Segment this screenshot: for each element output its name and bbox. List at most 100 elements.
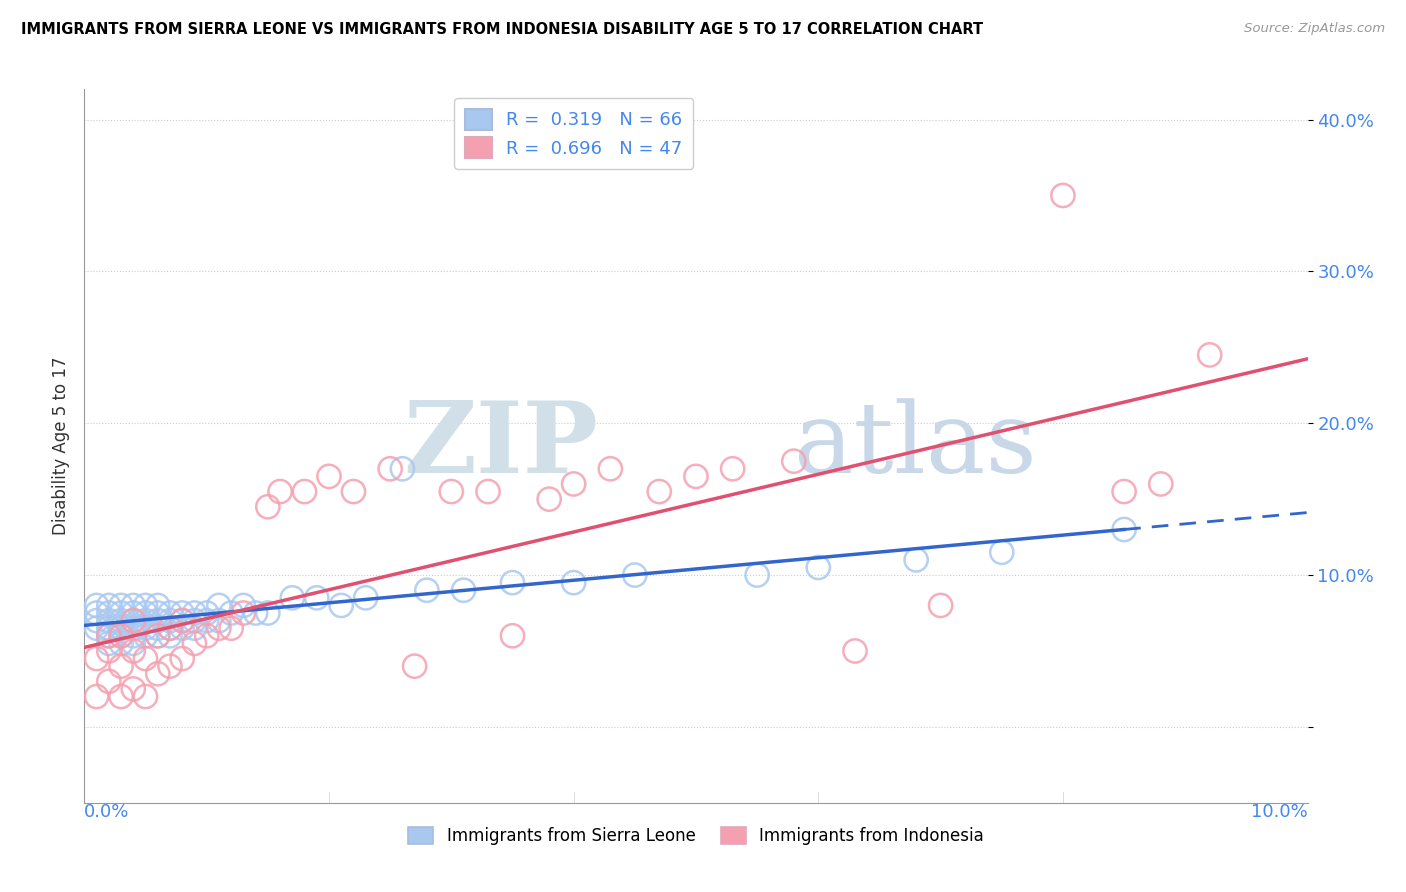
- Point: [86, 606, 108, 620]
- Point: [257, 500, 280, 514]
- Point: [97, 629, 120, 643]
- Point: [86, 614, 108, 628]
- Point: [172, 621, 194, 635]
- Point: [783, 454, 806, 468]
- Point: [648, 484, 671, 499]
- Point: [86, 621, 108, 635]
- Point: [110, 621, 132, 635]
- Point: [146, 629, 169, 643]
- Point: [122, 599, 145, 613]
- Point: [146, 621, 169, 635]
- Text: ZIP: ZIP: [404, 398, 598, 494]
- Point: [135, 614, 157, 628]
- Point: [269, 484, 291, 499]
- Point: [502, 629, 524, 643]
- Point: [599, 462, 621, 476]
- Text: 10.0%: 10.0%: [1251, 803, 1308, 821]
- Point: [391, 462, 413, 476]
- Point: [97, 621, 120, 635]
- Point: [146, 606, 169, 620]
- Point: [110, 659, 132, 673]
- Point: [294, 484, 316, 499]
- Point: [159, 621, 181, 635]
- Point: [97, 674, 120, 689]
- Point: [991, 545, 1014, 559]
- Point: [232, 606, 254, 620]
- Legend: Immigrants from Sierra Leone, Immigrants from Indonesia: Immigrants from Sierra Leone, Immigrants…: [402, 820, 990, 852]
- Point: [453, 583, 475, 598]
- Point: [245, 606, 267, 620]
- Point: [195, 629, 218, 643]
- Point: [86, 651, 108, 665]
- Point: [110, 614, 132, 628]
- Point: [135, 621, 157, 635]
- Point: [380, 462, 402, 476]
- Point: [1114, 523, 1136, 537]
- Point: [135, 629, 157, 643]
- Point: [624, 568, 647, 582]
- Point: [562, 477, 585, 491]
- Point: [135, 606, 157, 620]
- Point: [183, 636, 205, 650]
- Point: [208, 614, 231, 628]
- Point: [208, 599, 231, 613]
- Point: [122, 681, 145, 696]
- Point: [159, 606, 181, 620]
- Point: [183, 606, 205, 620]
- Point: [183, 614, 205, 628]
- Point: [354, 591, 377, 605]
- Text: 0.0%: 0.0%: [84, 803, 129, 821]
- Point: [1150, 477, 1173, 491]
- Text: Source: ZipAtlas.com: Source: ZipAtlas.com: [1244, 22, 1385, 36]
- Point: [807, 560, 830, 574]
- Point: [97, 614, 120, 628]
- Point: [159, 659, 181, 673]
- Point: [440, 484, 463, 499]
- Point: [172, 606, 194, 620]
- Point: [146, 629, 169, 643]
- Point: [159, 614, 181, 628]
- Point: [146, 599, 169, 613]
- Point: [538, 492, 561, 507]
- Point: [110, 629, 132, 643]
- Point: [232, 599, 254, 613]
- Point: [172, 614, 194, 628]
- Point: [844, 644, 866, 658]
- Point: [404, 659, 426, 673]
- Point: [562, 575, 585, 590]
- Point: [110, 629, 132, 643]
- Text: atlas: atlas: [794, 398, 1036, 494]
- Point: [159, 621, 181, 635]
- Point: [110, 621, 132, 635]
- Point: [195, 614, 218, 628]
- Point: [1052, 188, 1074, 202]
- Point: [747, 568, 769, 582]
- Point: [318, 469, 340, 483]
- Point: [122, 644, 145, 658]
- Point: [122, 614, 145, 628]
- Point: [183, 621, 205, 635]
- Point: [330, 599, 353, 613]
- Point: [122, 614, 145, 628]
- Point: [97, 644, 120, 658]
- Point: [146, 666, 169, 681]
- Text: IMMIGRANTS FROM SIERRA LEONE VS IMMIGRANTS FROM INDONESIA DISABILITY AGE 5 TO 17: IMMIGRANTS FROM SIERRA LEONE VS IMMIGRAN…: [21, 22, 983, 37]
- Point: [135, 599, 157, 613]
- Point: [905, 553, 928, 567]
- Point: [721, 462, 744, 476]
- Point: [281, 591, 304, 605]
- Point: [86, 690, 108, 704]
- Point: [1198, 348, 1220, 362]
- Point: [195, 606, 218, 620]
- Point: [929, 599, 952, 613]
- Point: [122, 629, 145, 643]
- Point: [502, 575, 524, 590]
- Point: [172, 651, 194, 665]
- Point: [110, 690, 132, 704]
- Point: [97, 606, 120, 620]
- Y-axis label: Disability Age 5 to 17: Disability Age 5 to 17: [52, 357, 70, 535]
- Point: [342, 484, 364, 499]
- Point: [110, 606, 132, 620]
- Point: [208, 621, 231, 635]
- Point: [110, 599, 132, 613]
